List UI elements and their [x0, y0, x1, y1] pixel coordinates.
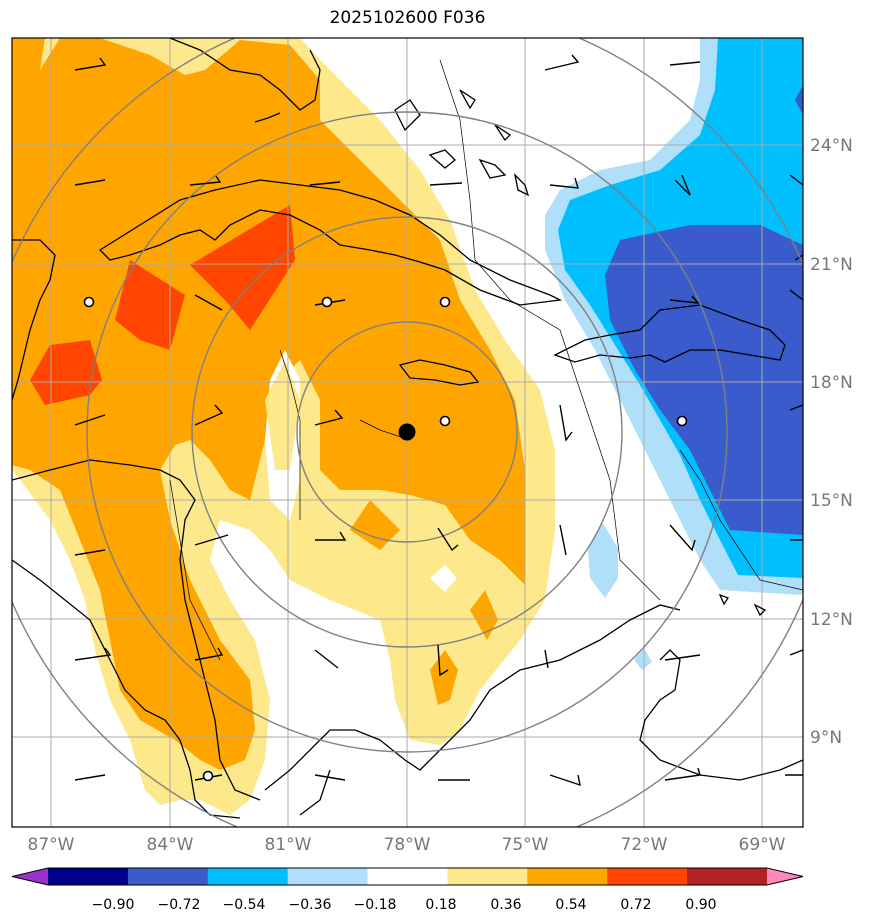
contour-neg-018-small [588, 522, 618, 598]
contour-neg-054 [605, 225, 803, 535]
colorbar-ticks: −0.90 −0.72 −0.54 −0.36 −0.18 0.18 0.36 … [92, 897, 717, 913]
coast-cuba [98, 179, 563, 306]
lon-label: 72°W [621, 835, 668, 855]
lat-label: 24°N [810, 136, 853, 156]
lat-label: 9°N [810, 728, 842, 748]
map-frame [11, 37, 804, 828]
lat-label: 15°N [810, 491, 853, 511]
coast-hispaniola [553, 304, 786, 363]
colorbar-tick-label: 0.18 [425, 897, 456, 913]
coast-ca-pacific [12, 559, 241, 819]
colorbar-tick-label: 0.90 [685, 897, 716, 913]
coast-florida [169, 38, 321, 111]
coast-pr [794, 254, 803, 261]
contour-pos-036-island2 [470, 590, 498, 640]
coast-bahamas-4 [513, 173, 530, 197]
colorbar-segment [527, 868, 608, 885]
lat-label: 18°N [810, 373, 853, 393]
coast-colombia [299, 769, 331, 816]
station-markers [83, 296, 688, 782]
colorbar-tick-label: 0.54 [555, 897, 586, 913]
colorbar-segment [687, 868, 768, 885]
lon-labels: 87°W 84°W 81°W 78°W 75°W 72°W 69°W [28, 835, 786, 855]
lon-label: 69°W [739, 835, 786, 855]
coast-florida-keys [254, 112, 281, 123]
coast-yucatan [12, 239, 56, 401]
colorbar-extend-low [12, 868, 48, 885]
storm-center-marker [398, 423, 416, 441]
colorbar-outline [11, 867, 804, 886]
contour-pos-054-b [115, 260, 185, 350]
colorbar-tick-label: −0.72 [158, 897, 201, 913]
coast-honduras [12, 459, 261, 801]
lon-label: 87°W [28, 835, 75, 855]
lat-label: 12°N [810, 610, 853, 630]
borders [169, 59, 803, 661]
contour-pos-036-island [350, 500, 400, 550]
colorbar-tick-label: −0.36 [289, 897, 332, 913]
colorbar-segment [447, 868, 528, 885]
colorbar-segment [48, 868, 129, 885]
lon-label: 84°W [147, 835, 194, 855]
colorbar-tick-label: −0.90 [92, 897, 135, 913]
colorbar-segment [287, 868, 369, 885]
colorbar-segment [207, 868, 289, 885]
lon-label: 81°W [265, 835, 312, 855]
contour-pos-054-c [30, 340, 102, 405]
contour-pos-036-island3 [430, 650, 458, 705]
lat-label: 21°N [810, 255, 853, 275]
colorbar-tick-label: 0.36 [490, 897, 521, 913]
coast-jamaica [398, 359, 480, 386]
colorbar-tick-label: −0.54 [223, 897, 266, 913]
colorbar-segment [127, 868, 209, 885]
range-rings [12, 38, 803, 827]
colorbar-segment [607, 868, 688, 885]
map-title: 2025102600 F036 [329, 8, 486, 28]
colorbar-tick-label: −0.18 [354, 897, 397, 913]
coast-bahamas-2 [428, 149, 456, 169]
lon-label: 78°W [384, 835, 431, 855]
contour-neg-054-edge [795, 85, 803, 115]
contour-neg-018-small2 [634, 648, 652, 670]
lon-label: 75°W [502, 835, 549, 855]
colorbar-segment [367, 868, 448, 885]
colorbar-extend-high [767, 868, 803, 885]
map-area [12, 38, 803, 827]
lat-labels: 24°N 21°N 18°N 15°N 12°N 9°N [810, 136, 853, 748]
colorbar-tick-label: 0.72 [620, 897, 651, 913]
coast-bahamas-3 [478, 158, 507, 179]
coast-bahamas-6 [494, 124, 512, 142]
contour-pos-054-a [190, 205, 295, 330]
coast-venezuela [639, 649, 803, 781]
coast-bahamas-5 [459, 89, 476, 110]
coast-trinidad [753, 603, 767, 617]
coast-abc [718, 593, 729, 606]
hole-yellow-a [265, 360, 300, 470]
coast-bahamas-1 [394, 99, 421, 132]
hole-white-b [430, 565, 457, 592]
colorbar [11, 867, 804, 886]
